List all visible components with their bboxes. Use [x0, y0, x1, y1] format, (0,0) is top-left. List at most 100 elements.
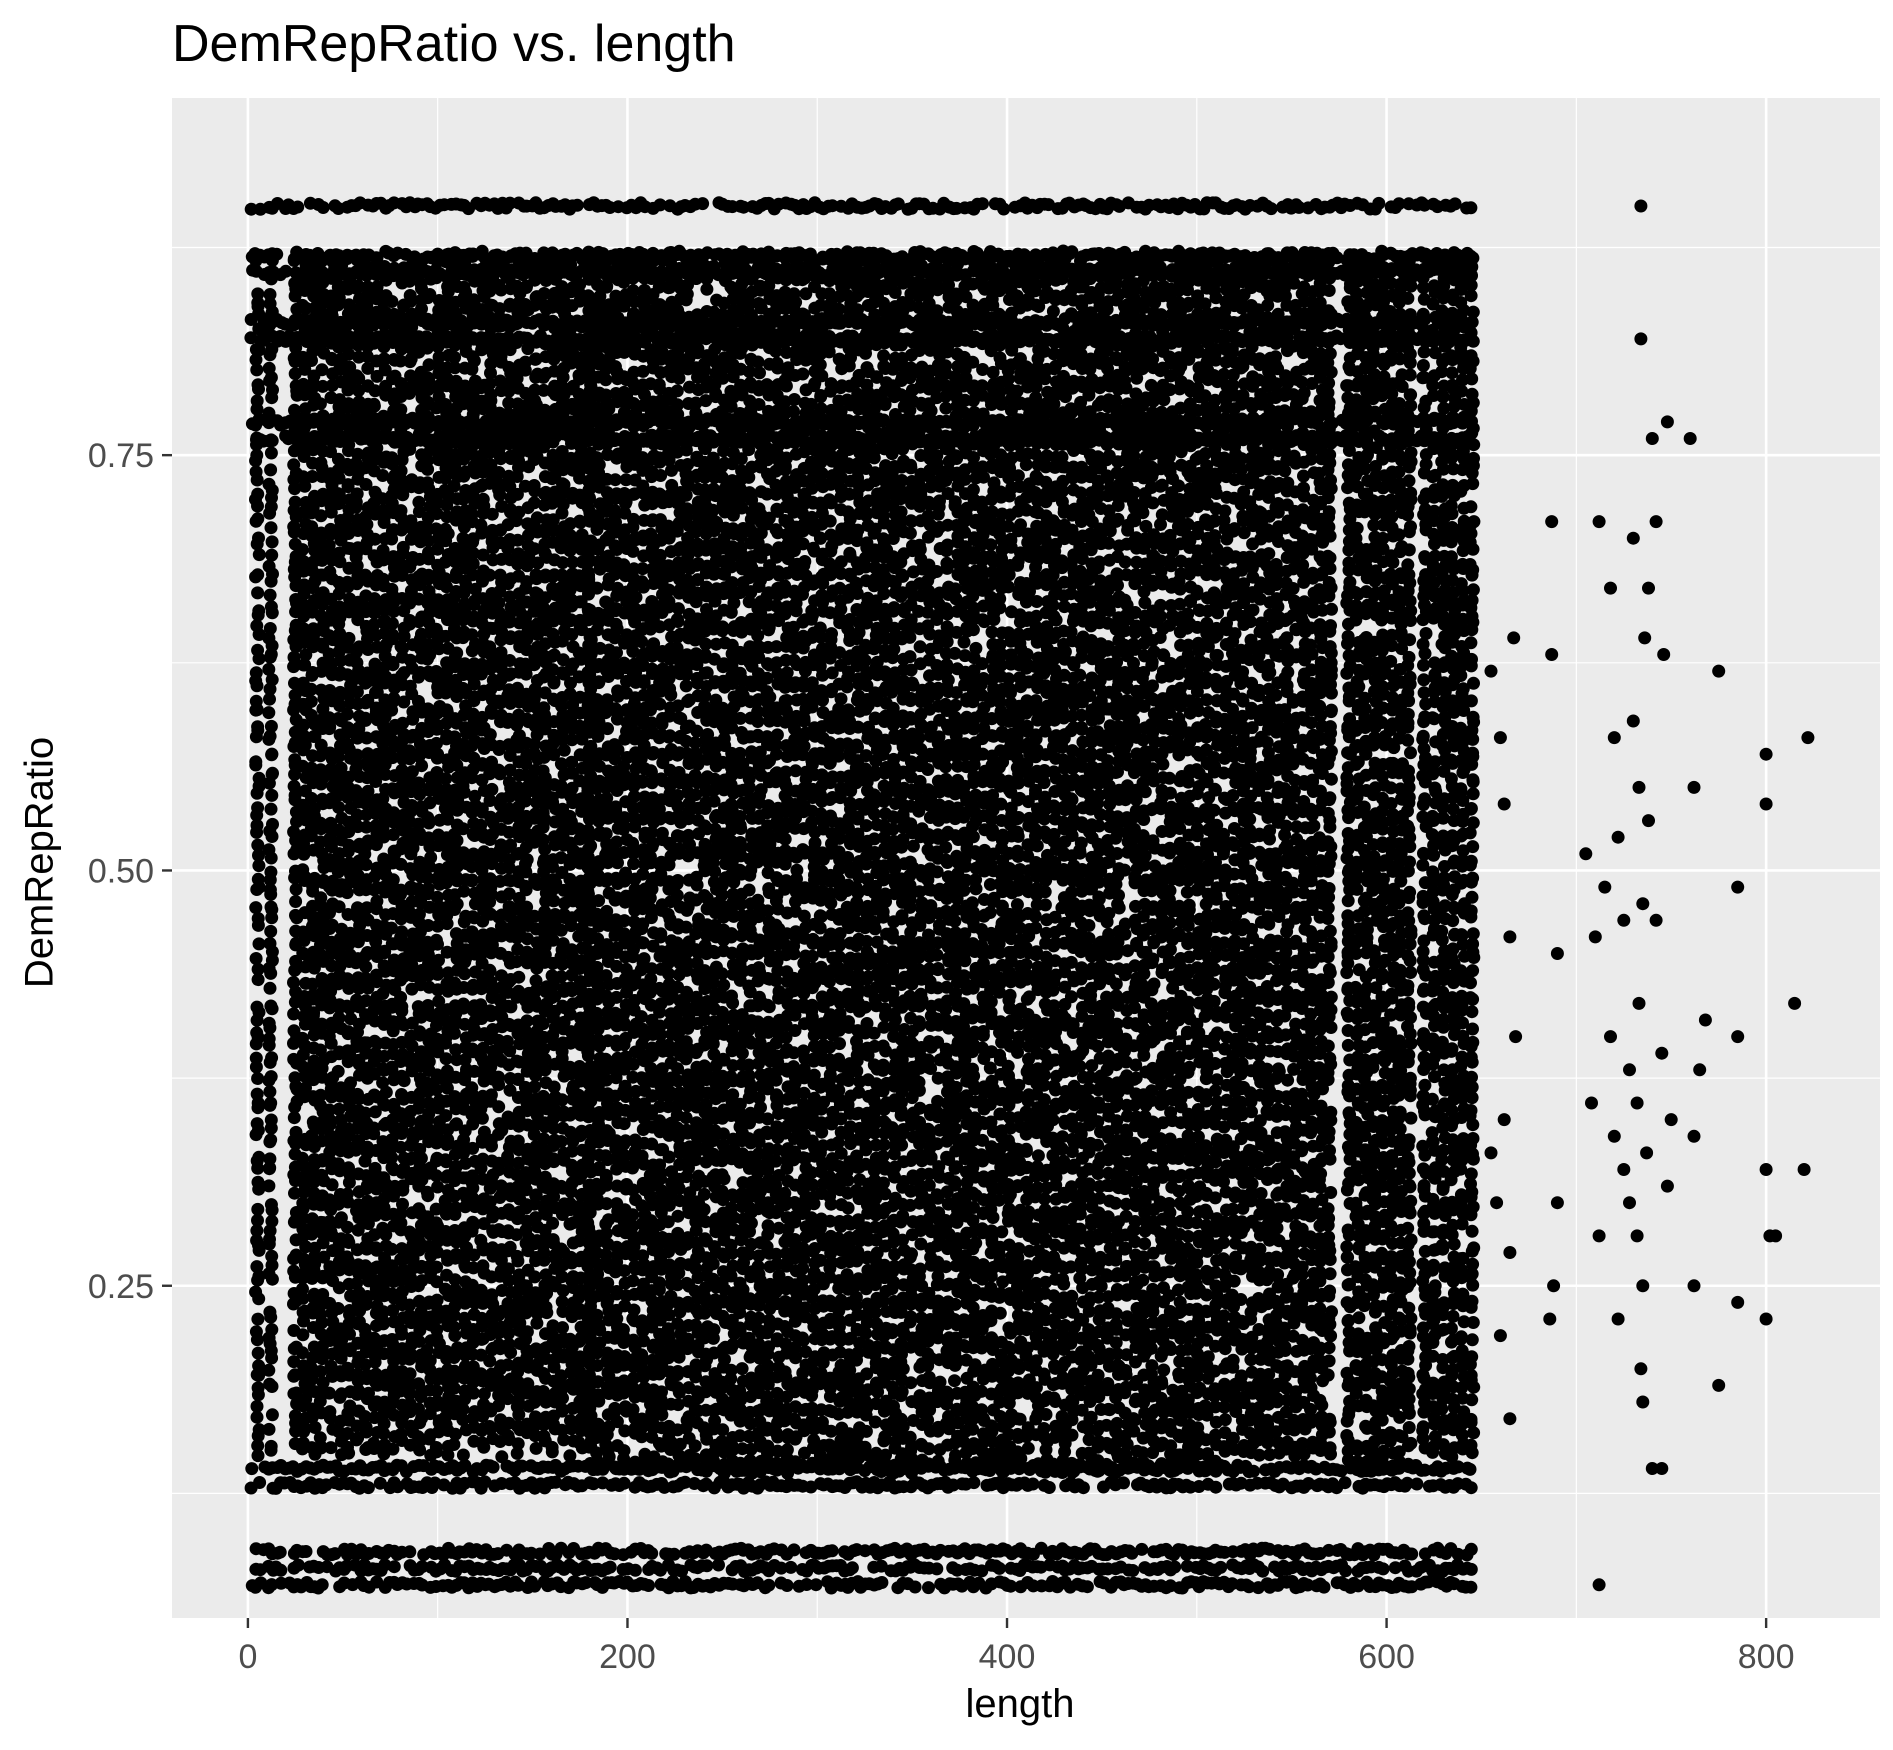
data-point: [500, 1034, 514, 1048]
data-point: [264, 1198, 278, 1212]
data-point: [545, 1440, 559, 1454]
data-point: [492, 1070, 505, 1084]
data-point: [394, 464, 408, 478]
data-point: [563, 809, 577, 823]
data-point: [447, 1320, 461, 1334]
data-point: [556, 477, 569, 491]
data-point: [266, 817, 279, 831]
data-point: [251, 1202, 265, 1216]
data-point: [394, 990, 408, 1004]
data-point: [395, 925, 409, 939]
data-point: [421, 811, 435, 825]
data-point: [430, 1260, 444, 1274]
data-point: [265, 548, 279, 562]
data-point: [265, 1214, 279, 1228]
data-point: [249, 694, 263, 708]
data-point: [376, 1221, 390, 1235]
data-point: [413, 1025, 427, 1039]
data-point: [412, 1377, 426, 1391]
data-point: [250, 1026, 264, 1040]
data-point: [528, 1080, 541, 1094]
data-point: [617, 1444, 631, 1458]
data-point: [376, 572, 390, 586]
data-point: [430, 1384, 444, 1398]
data-point: [385, 617, 399, 630]
data-point: [581, 289, 595, 303]
data-point: [429, 1441, 443, 1454]
data-point: [251, 1346, 265, 1360]
data-point: [251, 801, 265, 815]
data-point: [262, 1422, 276, 1436]
data-point: [250, 1399, 264, 1413]
data-point: [340, 707, 354, 721]
data-point: [262, 1363, 276, 1377]
data-point: [252, 531, 265, 545]
data-point: [251, 643, 265, 657]
data-point: [251, 1312, 265, 1326]
data-point: [249, 901, 263, 915]
data-point: [420, 371, 434, 384]
data-point: [556, 1321, 569, 1335]
data-point: [396, 1197, 409, 1211]
data-point: [537, 1429, 551, 1443]
data-point: [485, 782, 499, 796]
data-point: [252, 604, 266, 618]
data-point: [263, 1377, 277, 1391]
data-point: [250, 394, 264, 408]
data-point: [581, 823, 595, 837]
data-point: [264, 463, 278, 477]
data-point: [520, 853, 534, 867]
data-point: [263, 288, 277, 301]
data-point: [385, 295, 399, 308]
data-point: [262, 843, 276, 857]
data-point: [450, 646, 464, 660]
data-point: [609, 617, 623, 631]
data-point: [342, 631, 356, 645]
data-point: [264, 1113, 278, 1127]
data-point: [439, 772, 453, 786]
data-point: [249, 1051, 263, 1065]
data-point: [251, 487, 265, 501]
data-point: [601, 722, 614, 736]
data-point: [289, 895, 303, 908]
data-point: [251, 378, 265, 392]
data-point: [295, 1151, 309, 1165]
data-point: [264, 521, 278, 535]
data-point: [263, 588, 277, 602]
data-point: [546, 1216, 560, 1230]
data-point: [483, 964, 497, 978]
data-point: [264, 1070, 278, 1084]
data-point: [483, 1354, 497, 1368]
data-point: [263, 1085, 277, 1099]
data-point: [250, 1087, 264, 1101]
data-point: [265, 788, 279, 802]
data-point: [262, 559, 276, 573]
data-point: [251, 512, 265, 526]
data-point: [358, 1322, 372, 1336]
data-point: [627, 1303, 641, 1317]
data-point: [582, 842, 595, 856]
data-point: [581, 884, 595, 898]
data-point: [331, 1064, 345, 1078]
data-point: [386, 873, 400, 887]
data-point: [483, 1420, 497, 1433]
data-point: [599, 969, 613, 983]
data-point: [554, 1135, 568, 1148]
data-point: [358, 971, 372, 985]
data-point: [474, 518, 488, 532]
data-point: [287, 458, 301, 472]
data-point: [251, 1072, 265, 1085]
data-point: [581, 1043, 595, 1057]
data-point: [264, 446, 278, 460]
data-point: [536, 833, 550, 847]
data-point: [617, 385, 631, 399]
data-point: [250, 1117, 264, 1131]
data-point: [264, 999, 278, 1013]
data-point: [592, 894, 606, 908]
data-point: [263, 981, 277, 995]
data-point: [465, 873, 479, 887]
data-point: [323, 1405, 337, 1419]
data-point: [262, 361, 276, 375]
data-point: [331, 1302, 345, 1315]
